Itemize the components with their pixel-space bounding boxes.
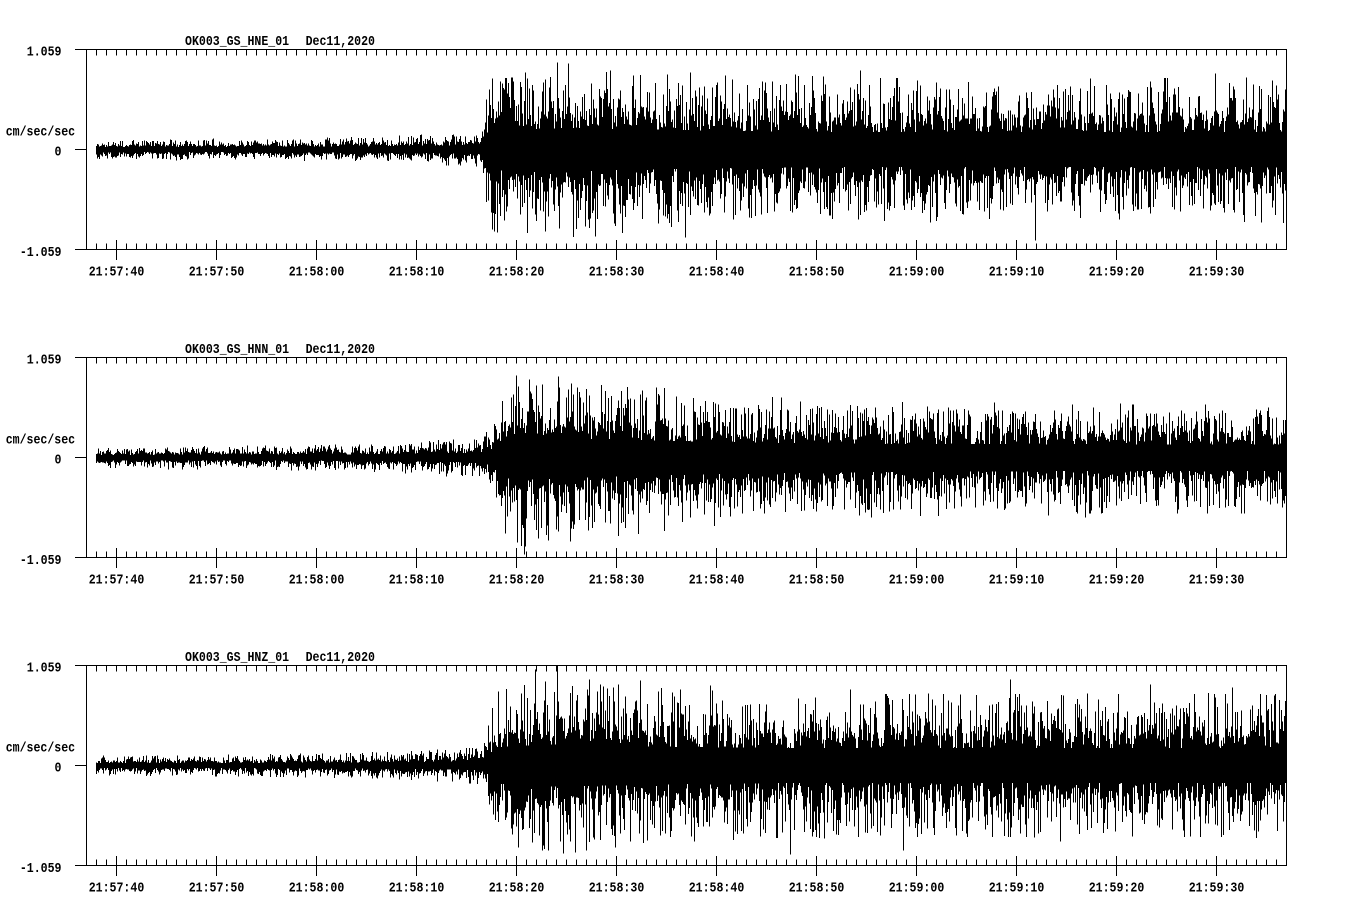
svg-text:21:57:40: 21:57:40 [89, 573, 145, 588]
svg-text:21:58:30: 21:58:30 [589, 265, 645, 280]
svg-text:21:59:00: 21:59:00 [889, 265, 945, 280]
svg-text:21:59:20: 21:59:20 [1089, 881, 1145, 896]
svg-text:21:58:10: 21:58:10 [389, 573, 445, 588]
svg-text:Dec11,2020: Dec11,2020 [306, 35, 375, 50]
svg-text:21:58:30: 21:58:30 [589, 573, 645, 588]
svg-text:21:58:20: 21:58:20 [489, 881, 545, 896]
svg-text:-1.059: -1.059 [20, 862, 62, 877]
svg-text:21:59:20: 21:59:20 [1089, 573, 1145, 588]
svg-text:21:59:10: 21:59:10 [989, 573, 1045, 588]
svg-text:21:58:20: 21:58:20 [489, 265, 545, 280]
svg-text:21:57:50: 21:57:50 [189, 265, 245, 280]
svg-text:OK003_GS_HNE_01: OK003_GS_HNE_01 [185, 35, 289, 50]
svg-text:1.059: 1.059 [27, 354, 62, 369]
svg-text:21:58:00: 21:58:00 [289, 265, 345, 280]
svg-text:21:58:40: 21:58:40 [689, 265, 745, 280]
svg-text:1.059: 1.059 [27, 662, 62, 677]
svg-text:21:59:10: 21:59:10 [989, 881, 1045, 896]
svg-text:21:57:40: 21:57:40 [89, 881, 145, 896]
svg-text:Dec11,2020: Dec11,2020 [306, 343, 375, 358]
svg-text:Dec11,2020: Dec11,2020 [306, 651, 375, 666]
svg-text:21:57:50: 21:57:50 [189, 881, 245, 896]
svg-text:OK003_GS_HNZ_01: OK003_GS_HNZ_01 [185, 651, 289, 666]
svg-text:21:58:50: 21:58:50 [789, 265, 845, 280]
svg-text:cm/sec/sec: cm/sec/sec [6, 434, 75, 449]
svg-text:21:59:30: 21:59:30 [1189, 881, 1245, 896]
svg-text:21:58:30: 21:58:30 [589, 881, 645, 896]
svg-text:21:57:50: 21:57:50 [189, 573, 245, 588]
svg-text:21:59:30: 21:59:30 [1189, 573, 1245, 588]
svg-text:21:58:40: 21:58:40 [689, 573, 745, 588]
svg-text:0: 0 [55, 762, 62, 777]
svg-text:cm/sec/sec: cm/sec/sec [6, 126, 75, 141]
svg-text:21:59:00: 21:59:00 [889, 881, 945, 896]
svg-text:21:58:00: 21:58:00 [289, 573, 345, 588]
svg-text:21:59:10: 21:59:10 [989, 265, 1045, 280]
svg-text:-1.059: -1.059 [20, 246, 62, 261]
svg-text:21:58:50: 21:58:50 [789, 881, 845, 896]
svg-text:21:59:30: 21:59:30 [1189, 265, 1245, 280]
svg-text:OK003_GS_HNN_01: OK003_GS_HNN_01 [185, 343, 289, 358]
svg-text:cm/sec/sec: cm/sec/sec [6, 742, 75, 757]
svg-text:21:59:20: 21:59:20 [1089, 265, 1145, 280]
svg-text:0: 0 [55, 454, 62, 469]
svg-text:21:58:20: 21:58:20 [489, 573, 545, 588]
svg-text:0: 0 [55, 146, 62, 161]
svg-text:-1.059: -1.059 [20, 554, 62, 569]
svg-text:21:58:10: 21:58:10 [389, 265, 445, 280]
svg-text:21:58:40: 21:58:40 [689, 881, 745, 896]
svg-text:21:58:50: 21:58:50 [789, 573, 845, 588]
svg-text:21:58:10: 21:58:10 [389, 881, 445, 896]
svg-text:21:59:00: 21:59:00 [889, 573, 945, 588]
svg-text:21:58:00: 21:58:00 [289, 881, 345, 896]
svg-text:1.059: 1.059 [27, 46, 62, 61]
svg-text:21:57:40: 21:57:40 [89, 265, 145, 280]
